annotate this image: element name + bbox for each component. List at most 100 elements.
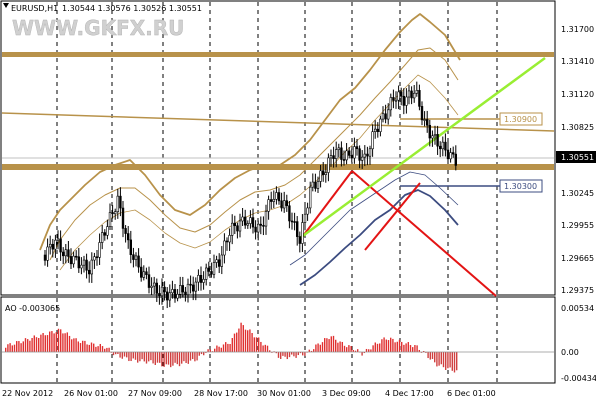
candle-body bbox=[101, 232, 104, 243]
candle-body bbox=[402, 95, 405, 106]
ao-bar bbox=[445, 352, 447, 370]
ao-bar bbox=[165, 352, 167, 365]
ao-bar bbox=[29, 340, 31, 352]
ao-bar bbox=[451, 352, 453, 371]
trend-line-green[interactable] bbox=[299, 56, 546, 240]
ao-bar bbox=[357, 349, 359, 352]
trend-line-red-down[interactable] bbox=[351, 170, 497, 297]
ao-bar bbox=[163, 352, 165, 367]
ao-indicator-panel[interactable] bbox=[0, 296, 556, 384]
candle-body bbox=[46, 246, 49, 261]
candle-body bbox=[155, 282, 158, 294]
ao-bar bbox=[84, 340, 86, 352]
candle-body bbox=[114, 211, 117, 215]
ao-bar bbox=[154, 352, 156, 365]
ao-bar bbox=[244, 329, 247, 352]
ao-bar bbox=[374, 342, 376, 352]
price-tick: 1.31120 bbox=[561, 90, 594, 99]
main-price-panel[interactable] bbox=[0, 0, 556, 296]
ao-bar bbox=[126, 352, 128, 358]
ao-bar bbox=[436, 352, 438, 367]
candle-body bbox=[280, 200, 283, 209]
level-tag-lower-label: 1.30300 bbox=[504, 182, 537, 191]
candle-body bbox=[95, 256, 99, 259]
ao-bar bbox=[370, 349, 372, 352]
ao-bar bbox=[112, 352, 115, 356]
ao-bar bbox=[53, 333, 55, 352]
ao-bar bbox=[174, 352, 176, 363]
candle-body bbox=[48, 243, 52, 248]
ao-bar bbox=[104, 348, 106, 352]
ao-bar bbox=[33, 335, 35, 352]
ao-bar bbox=[255, 337, 258, 352]
candle-body bbox=[425, 119, 429, 126]
candle-body bbox=[137, 255, 140, 268]
resistance-band[interactable] bbox=[2, 52, 554, 57]
ao-bar bbox=[447, 352, 449, 369]
candle-body bbox=[103, 232, 107, 236]
ao-bar bbox=[385, 339, 387, 352]
ao-bar bbox=[117, 352, 119, 354]
ao-bar bbox=[123, 352, 126, 357]
candlestick-series[interactable] bbox=[43, 81, 457, 309]
candle-body bbox=[410, 90, 413, 99]
symbol-menu-icon[interactable] bbox=[3, 3, 9, 8]
candle-body bbox=[262, 225, 265, 227]
candle-body bbox=[212, 262, 216, 275]
ao-bar bbox=[218, 346, 220, 352]
candle-body bbox=[340, 147, 343, 160]
candle-body bbox=[314, 181, 317, 189]
trend-line-red-mid[interactable] bbox=[364, 182, 421, 251]
candle-body bbox=[269, 199, 273, 202]
candle-body bbox=[360, 156, 364, 161]
candle-body bbox=[433, 134, 437, 137]
level-tag-lower[interactable] bbox=[499, 179, 543, 193]
candle-body bbox=[412, 92, 416, 99]
candle-body bbox=[264, 211, 268, 227]
ao-bar bbox=[205, 352, 207, 353]
candle-body bbox=[334, 149, 338, 159]
ao-bar bbox=[82, 340, 84, 352]
candle-body bbox=[158, 293, 161, 297]
support-band[interactable] bbox=[2, 164, 554, 170]
candle-body bbox=[61, 251, 65, 257]
ao-bar bbox=[247, 330, 249, 352]
ao-bar bbox=[73, 338, 75, 352]
candle-body bbox=[218, 259, 221, 267]
candle-body bbox=[308, 186, 312, 209]
ao-bar bbox=[280, 352, 282, 359]
ao-bar bbox=[387, 340, 390, 352]
candle-body bbox=[59, 238, 62, 253]
candle-body bbox=[150, 285, 153, 288]
candle-body bbox=[407, 90, 411, 98]
ao-bar bbox=[405, 343, 407, 352]
candle-body bbox=[327, 157, 330, 173]
ao-bar bbox=[438, 352, 440, 366]
level-tag-upper[interactable] bbox=[499, 112, 543, 126]
candle-body bbox=[163, 286, 166, 293]
candle-body bbox=[54, 239, 57, 250]
ao-bar bbox=[31, 338, 33, 352]
trend-line-red-up[interactable] bbox=[299, 170, 353, 241]
candle-body bbox=[301, 222, 304, 244]
ao-bar bbox=[11, 345, 13, 352]
ao-bar bbox=[156, 352, 159, 363]
ao-bar bbox=[132, 352, 134, 359]
candle-body bbox=[210, 271, 213, 275]
ao-bar bbox=[431, 352, 434, 359]
ao-bar bbox=[282, 352, 284, 356]
ao-bar bbox=[394, 342, 396, 352]
ao-tick: 0.00534 bbox=[561, 304, 594, 313]
ao-bar bbox=[99, 343, 101, 352]
ao-bar bbox=[49, 331, 51, 352]
candle-body bbox=[337, 147, 340, 150]
sloped-level-line[interactable] bbox=[1, 112, 555, 132]
ao-bar bbox=[194, 352, 196, 362]
ao-bar bbox=[449, 352, 451, 368]
candle-body bbox=[371, 131, 374, 150]
ao-bar bbox=[409, 345, 412, 352]
candle-body bbox=[197, 274, 200, 283]
candle-body bbox=[428, 124, 431, 139]
candle-body bbox=[132, 254, 135, 260]
